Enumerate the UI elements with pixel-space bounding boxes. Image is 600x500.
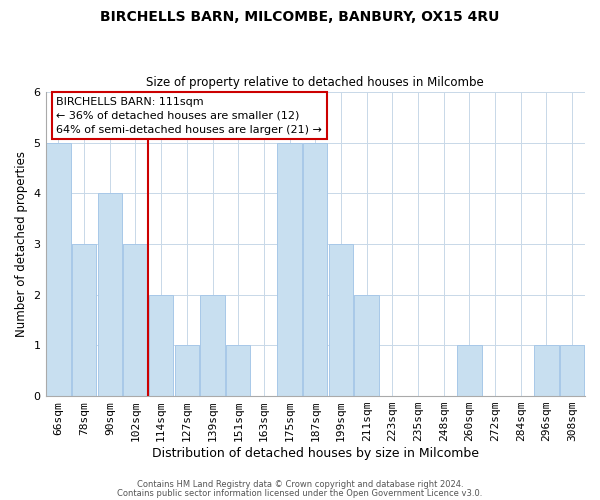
Bar: [457, 346, 482, 396]
Text: BIRCHELLS BARN, MILCOMBE, BANBURY, OX15 4RU: BIRCHELLS BARN, MILCOMBE, BANBURY, OX15 …: [100, 10, 500, 24]
Y-axis label: Number of detached properties: Number of detached properties: [15, 151, 28, 337]
Bar: [226, 346, 250, 396]
Bar: [560, 346, 584, 396]
Bar: [46, 142, 71, 396]
Bar: [72, 244, 96, 396]
Title: Size of property relative to detached houses in Milcombe: Size of property relative to detached ho…: [146, 76, 484, 90]
Bar: [175, 346, 199, 396]
Bar: [534, 346, 559, 396]
Text: Contains HM Land Registry data © Crown copyright and database right 2024.: Contains HM Land Registry data © Crown c…: [137, 480, 463, 489]
X-axis label: Distribution of detached houses by size in Milcombe: Distribution of detached houses by size …: [152, 447, 479, 460]
Bar: [355, 294, 379, 396]
Text: BIRCHELLS BARN: 111sqm
← 36% of detached houses are smaller (12)
64% of semi-det: BIRCHELLS BARN: 111sqm ← 36% of detached…: [56, 96, 322, 134]
Bar: [149, 294, 173, 396]
Bar: [123, 244, 148, 396]
Bar: [200, 294, 225, 396]
Text: Contains public sector information licensed under the Open Government Licence v3: Contains public sector information licen…: [118, 488, 482, 498]
Bar: [98, 194, 122, 396]
Bar: [329, 244, 353, 396]
Bar: [303, 142, 328, 396]
Bar: [277, 142, 302, 396]
